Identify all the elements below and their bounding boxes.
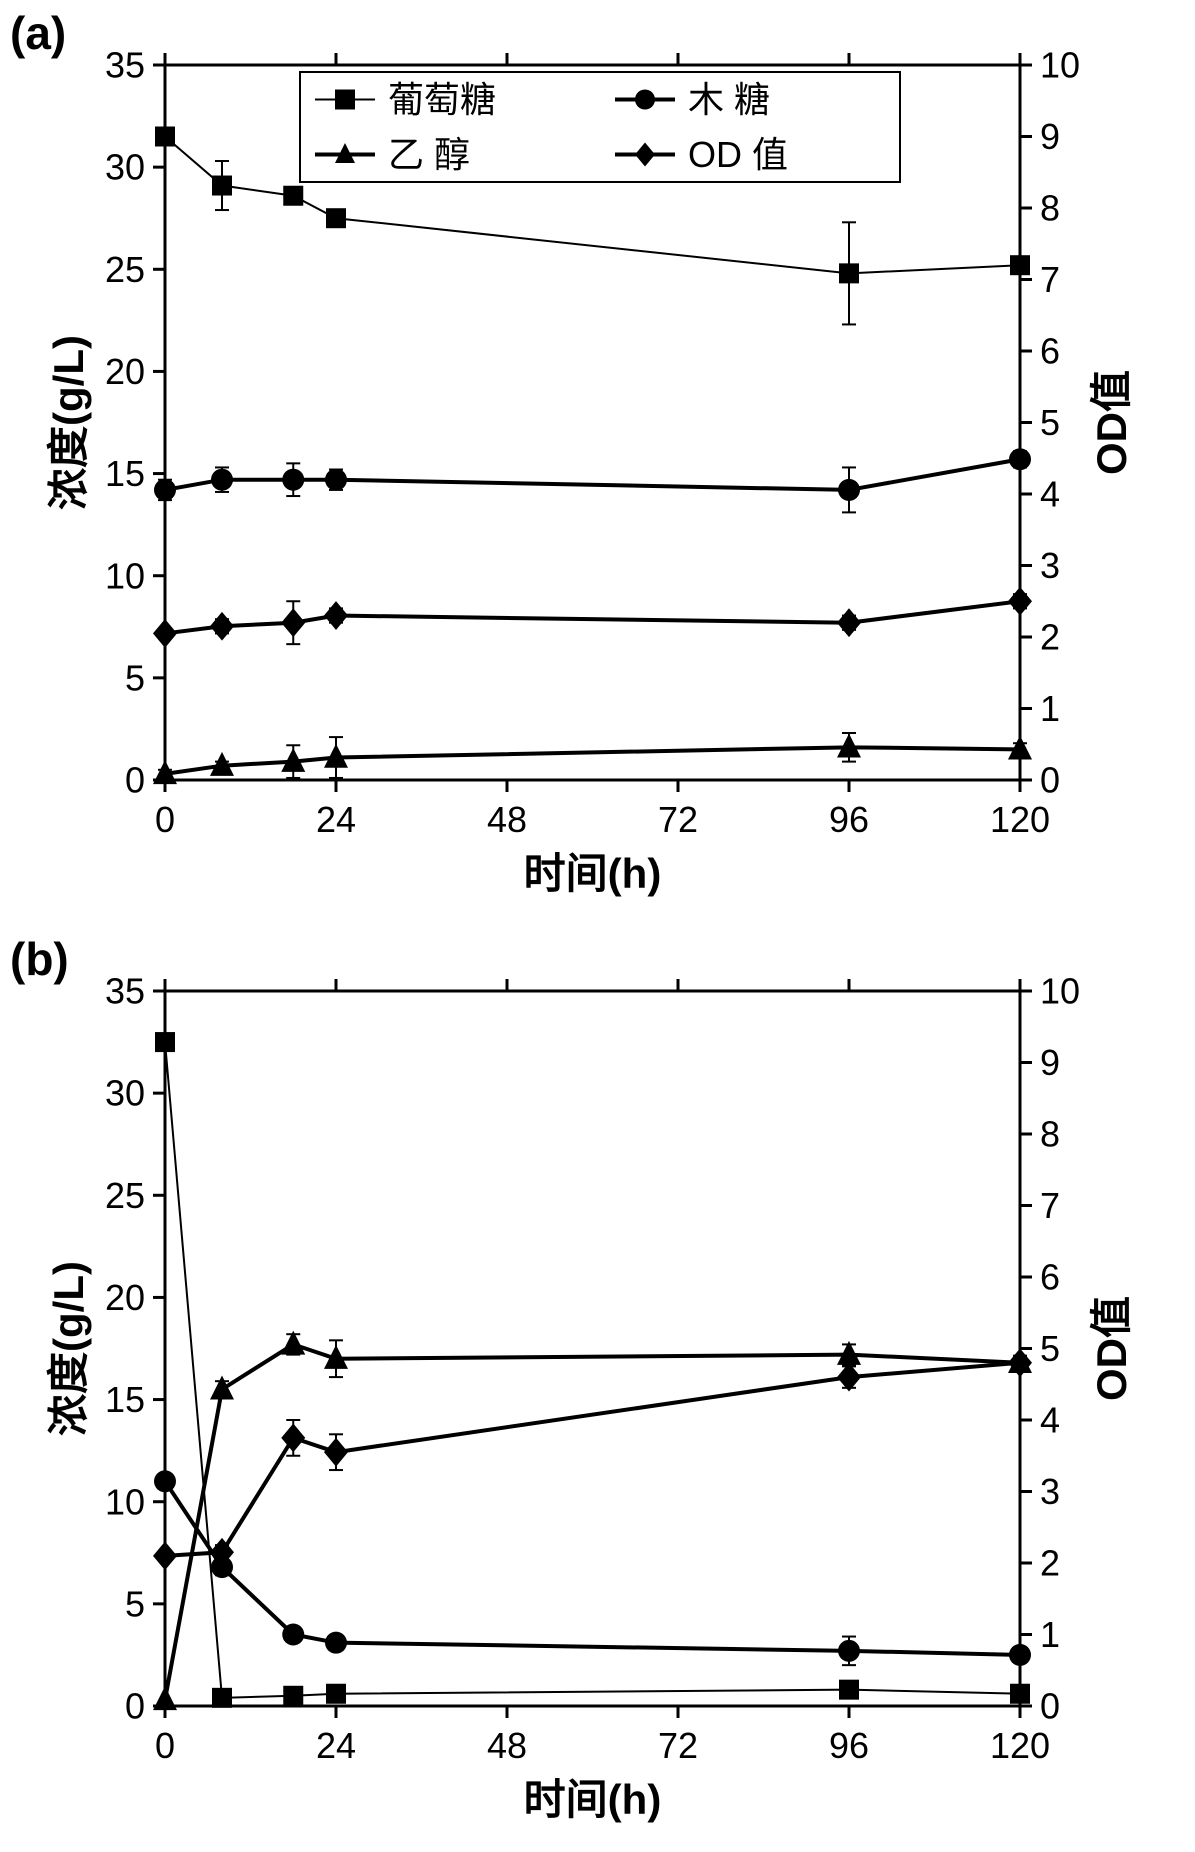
panel-b-svg: 024487296120时间(h)05101520253035浓度(g/L)01… xyxy=(0,926,1195,1852)
svg-text:7: 7 xyxy=(1040,259,1060,300)
panel-a-svg: 024487296120时间(h)05101520253035浓度(g/L)01… xyxy=(0,0,1195,926)
svg-text:8: 8 xyxy=(1040,188,1060,229)
svg-text:乙 醇: 乙 醇 xyxy=(388,134,470,175)
svg-text:25: 25 xyxy=(105,1175,145,1216)
svg-text:6: 6 xyxy=(1040,1257,1060,1298)
svg-text:木 糖: 木 糖 xyxy=(688,79,770,120)
svg-text:5: 5 xyxy=(125,657,145,698)
svg-text:葡萄糖: 葡萄糖 xyxy=(388,79,496,120)
svg-text:24: 24 xyxy=(316,1725,356,1766)
svg-text:3: 3 xyxy=(1040,545,1060,586)
svg-text:9: 9 xyxy=(1040,116,1060,157)
svg-text:10: 10 xyxy=(105,555,145,596)
svg-text:5: 5 xyxy=(125,1583,145,1624)
svg-text:2: 2 xyxy=(1040,617,1060,658)
svg-text:8: 8 xyxy=(1040,1114,1060,1155)
svg-text:96: 96 xyxy=(829,1725,869,1766)
svg-text:0: 0 xyxy=(1040,1686,1060,1727)
svg-text:OD 值: OD 值 xyxy=(688,134,788,175)
svg-text:48: 48 xyxy=(487,1725,527,1766)
svg-text:5: 5 xyxy=(1040,1328,1060,1369)
svg-text:4: 4 xyxy=(1040,1400,1060,1441)
svg-text:120: 120 xyxy=(990,1725,1050,1766)
svg-text:35: 35 xyxy=(105,45,145,86)
svg-text:5: 5 xyxy=(1040,402,1060,443)
panel-a: (a) 024487296120时间(h)05101520253035浓度(g/… xyxy=(0,0,1195,926)
svg-text:15: 15 xyxy=(105,453,145,494)
svg-text:20: 20 xyxy=(105,351,145,392)
svg-text:6: 6 xyxy=(1040,331,1060,372)
svg-text:35: 35 xyxy=(105,971,145,1012)
svg-text:0: 0 xyxy=(125,760,145,801)
svg-text:120: 120 xyxy=(990,799,1050,840)
svg-text:9: 9 xyxy=(1040,1042,1060,1083)
svg-text:4: 4 xyxy=(1040,474,1060,515)
svg-text:浓度(g/L): 浓度(g/L) xyxy=(45,1261,92,1436)
svg-text:时间(h): 时间(h) xyxy=(524,1776,662,1823)
svg-text:72: 72 xyxy=(658,799,698,840)
svg-text:OD值: OD值 xyxy=(1088,1296,1135,1401)
svg-text:15: 15 xyxy=(105,1379,145,1420)
svg-text:72: 72 xyxy=(658,1725,698,1766)
svg-text:30: 30 xyxy=(105,147,145,188)
svg-text:10: 10 xyxy=(105,1481,145,1522)
svg-text:20: 20 xyxy=(105,1277,145,1318)
svg-text:96: 96 xyxy=(829,799,869,840)
svg-text:30: 30 xyxy=(105,1073,145,1114)
svg-text:0: 0 xyxy=(125,1686,145,1727)
svg-text:48: 48 xyxy=(487,799,527,840)
svg-text:10: 10 xyxy=(1040,45,1080,86)
svg-text:浓度(g/L): 浓度(g/L) xyxy=(45,335,92,510)
svg-text:时间(h): 时间(h) xyxy=(524,850,662,897)
svg-text:0: 0 xyxy=(1040,760,1060,801)
svg-text:0: 0 xyxy=(155,799,175,840)
svg-text:7: 7 xyxy=(1040,1185,1060,1226)
svg-text:0: 0 xyxy=(155,1725,175,1766)
svg-text:24: 24 xyxy=(316,799,356,840)
svg-text:1: 1 xyxy=(1040,688,1060,729)
figure-root: (a) 024487296120时间(h)05101520253035浓度(g/… xyxy=(0,0,1195,1852)
panel-b: (b) 024487296120时间(h)05101520253035浓度(g/… xyxy=(0,926,1195,1852)
svg-text:10: 10 xyxy=(1040,971,1080,1012)
svg-text:1: 1 xyxy=(1040,1614,1060,1655)
svg-text:25: 25 xyxy=(105,249,145,290)
svg-text:OD值: OD值 xyxy=(1088,370,1135,475)
svg-text:2: 2 xyxy=(1040,1543,1060,1584)
svg-text:3: 3 xyxy=(1040,1471,1060,1512)
